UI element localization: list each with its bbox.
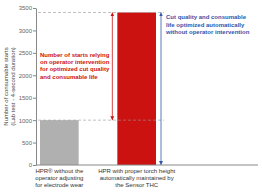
y-tick-label: 500	[22, 140, 33, 146]
chart: 0 500 1000 1500 2000 2500 3000 3500 Number of co…	[0, 0, 262, 193]
y-tick-mark	[33, 8, 36, 9]
annotation-arrow	[161, 12, 162, 165]
y-axis-title: Number of consumable starts(Lab test - 4…	[3, 47, 16, 126]
y-tick: 2500	[19, 50, 36, 56]
y-tick-mark	[33, 75, 36, 76]
y-tick: 1000	[19, 118, 36, 124]
reference-line	[38, 12, 164, 13]
y-tick-label: 3500	[19, 5, 33, 11]
y-axis: 0 500 1000 1500 2000 2500 3000 3500	[19, 5, 37, 168]
y-tick-mark	[33, 98, 36, 99]
y-tick: 3000	[19, 28, 36, 34]
y-tick: 3500	[19, 5, 36, 11]
y-tick-mark	[33, 120, 36, 121]
y-tick: 500	[22, 140, 36, 146]
bar	[40, 120, 79, 165]
bar	[117, 12, 156, 165]
y-tick-label: 0	[29, 162, 33, 168]
annotation: Cut quality and consumablelife optimized…	[165, 14, 250, 34]
plot-area	[38, 12, 164, 165]
y-tick-label: 3000	[19, 28, 33, 34]
annotation: Number of starts relyingon operator inte…	[40, 52, 110, 80]
x-tick-label: HPR® without theoperator adjustingfor el…	[35, 168, 84, 188]
y-tick: 2000	[19, 73, 36, 79]
y-tick-label: 2000	[19, 73, 33, 79]
x-axis-line	[36, 165, 258, 166]
y-tick-mark	[33, 143, 36, 144]
reference-line	[38, 120, 164, 121]
y-tick: 1500	[19, 95, 36, 101]
y-tick-mark	[33, 165, 36, 166]
annotation-arrow	[112, 12, 113, 120]
y-tick-mark	[33, 53, 36, 54]
x-tick-label: HPR with proper torch heightautomaticall…	[98, 168, 175, 188]
y-tick-label: 1500	[19, 95, 33, 101]
y-tick-mark	[33, 30, 36, 31]
y-tick-label: 2500	[19, 50, 33, 56]
y-axis-line	[36, 9, 37, 166]
y-tick-label: 1000	[19, 118, 33, 124]
